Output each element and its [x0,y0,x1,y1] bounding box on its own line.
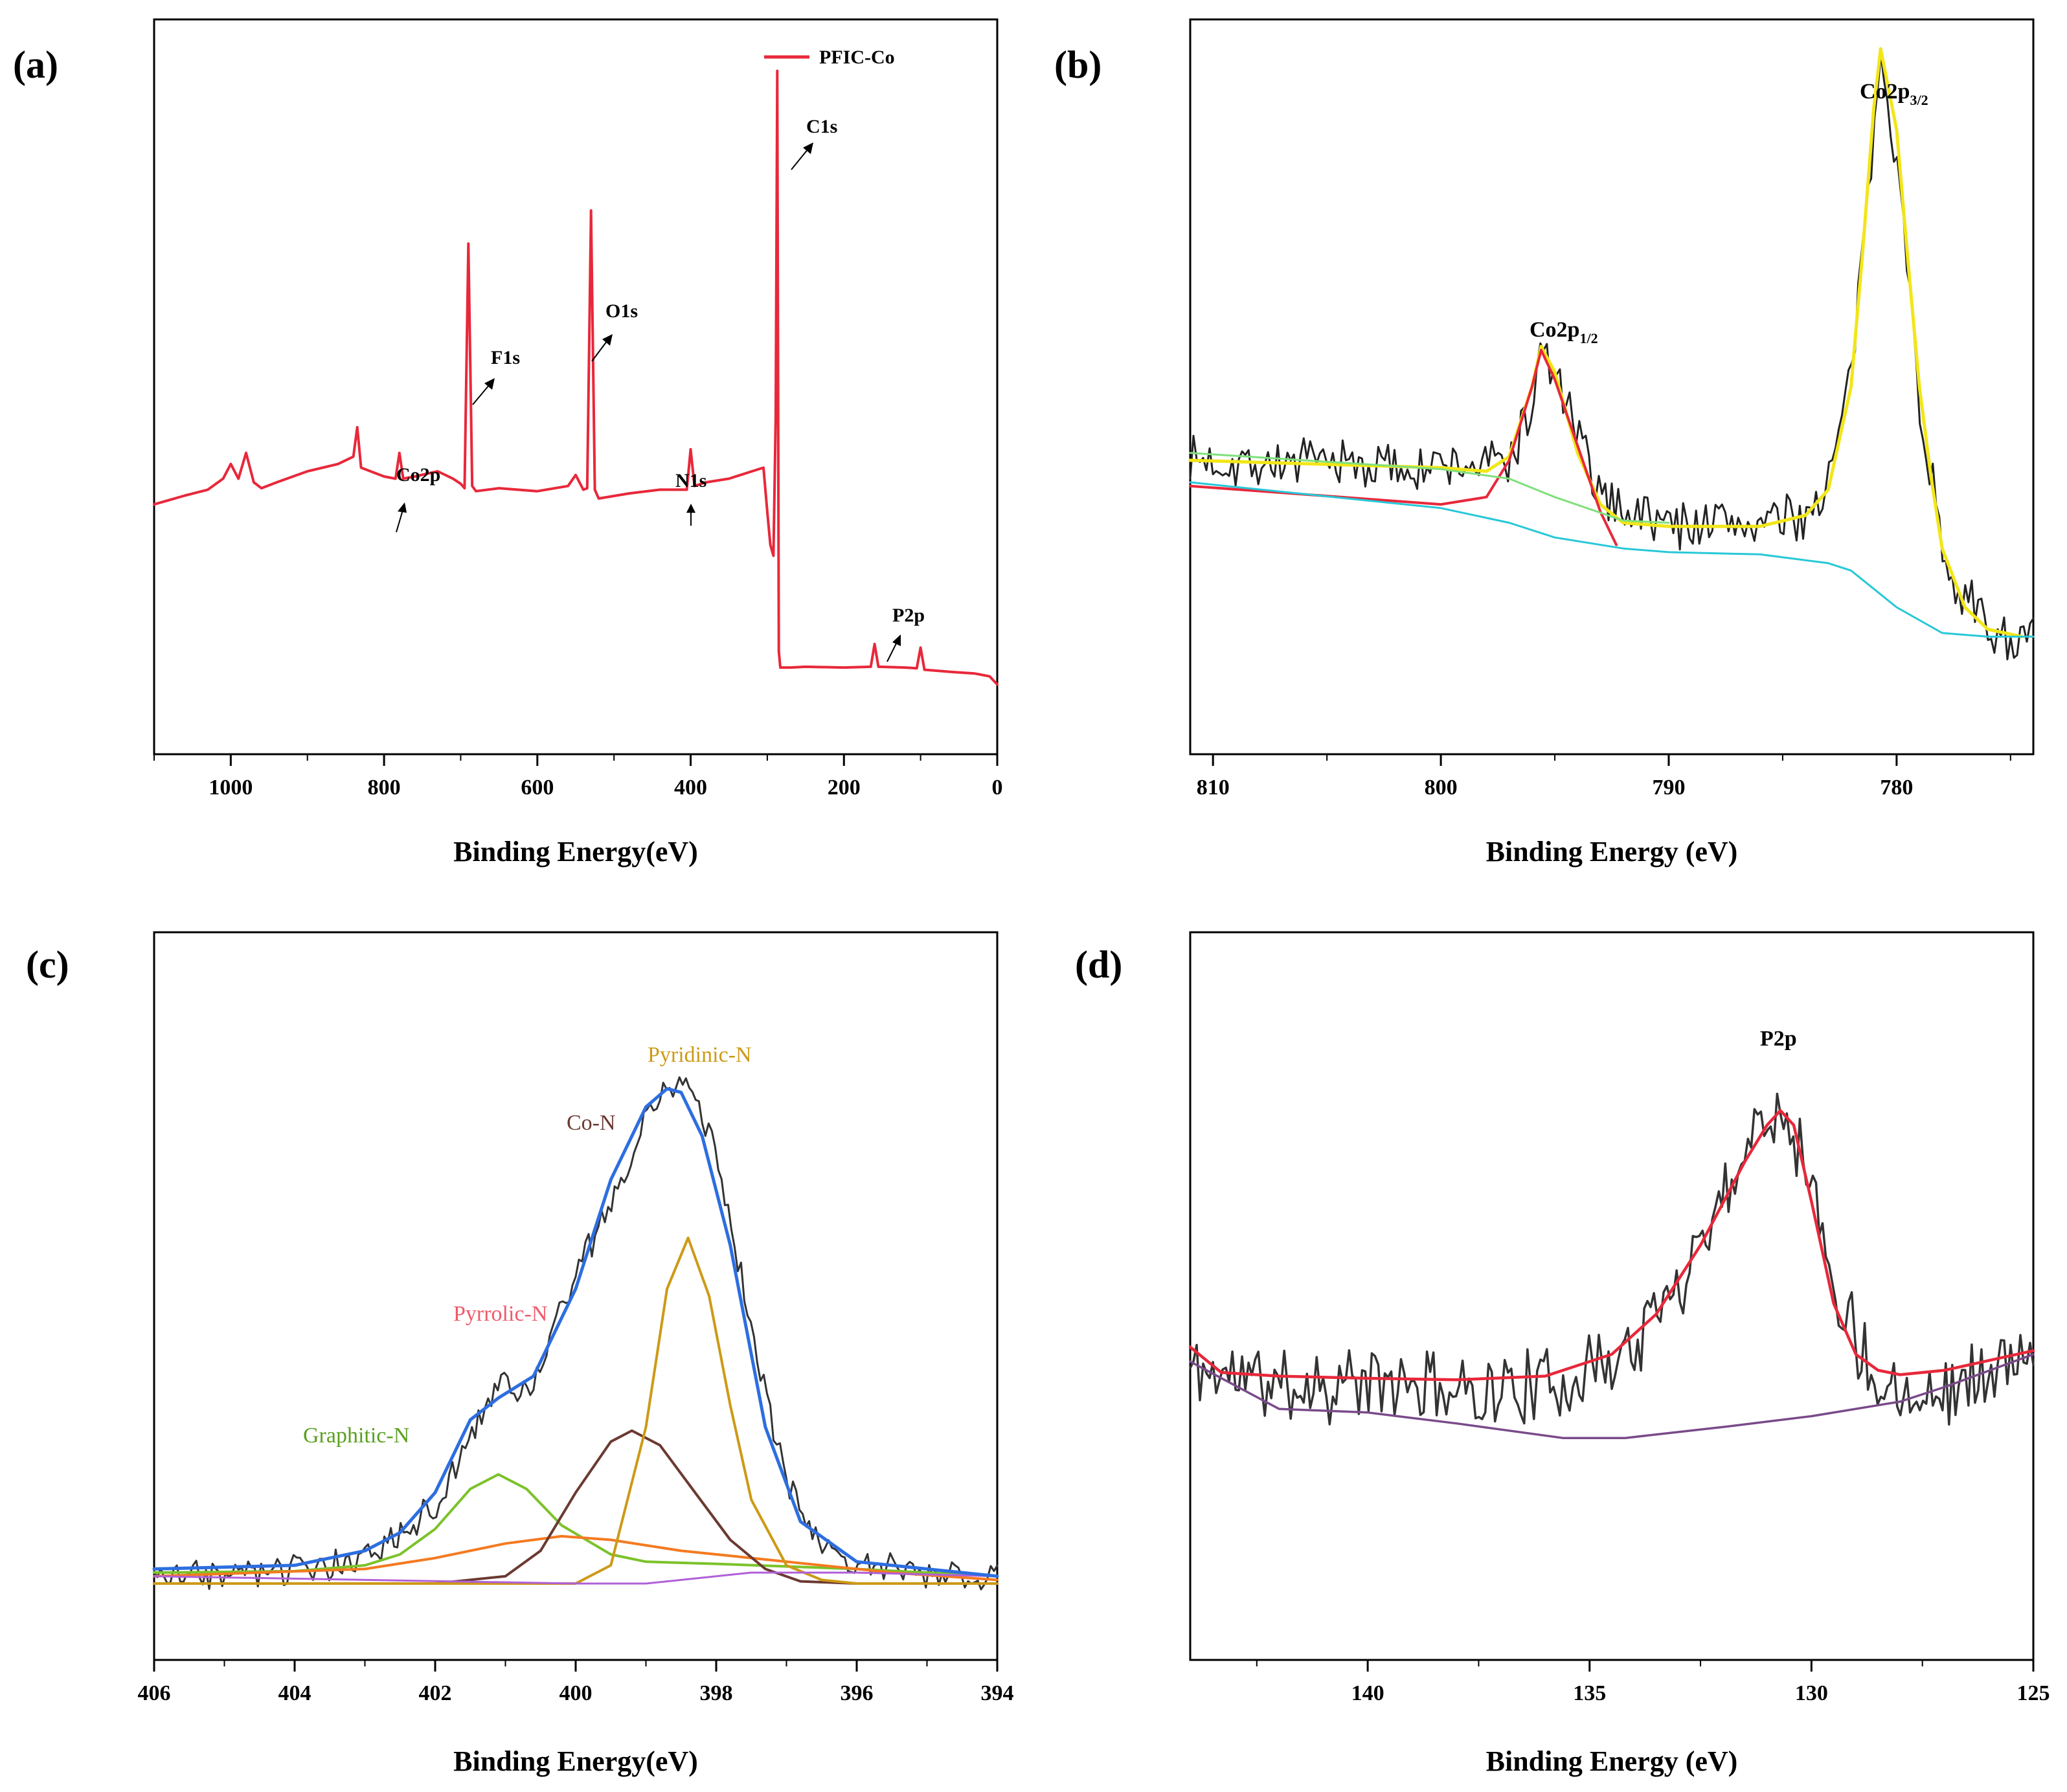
x-tick-label: 135 [1573,1681,1606,1705]
annot-co2p32-main: Co2p [1860,80,1910,104]
arrowhead-co2p [398,502,407,513]
arrow-o1s [591,340,608,362]
series-background-1 [1189,452,1670,524]
x-tick-label: 810 [1197,776,1230,800]
annot-p2p-d: P2p [1760,1027,1797,1051]
series-co-n [153,1429,999,1585]
annot-f1s: F1s [491,347,520,368]
arrowhead-f1s [484,378,495,390]
annot-co2p12-main: Co2p [1530,318,1579,342]
label-graphitic-n: Graphitic-N [303,1424,409,1448]
label-co-n: Co-N [567,1111,616,1135]
panel-c-xlabel: Binding Energy(eV) [453,1745,698,1777]
series-co2p1-2-fit [1189,348,1618,546]
x-tick-label: 140 [1351,1681,1384,1705]
panel-d-ticks: 140 135 130 125 [1256,1660,2050,1705]
annot-co2p12: Co2p1/2 [1530,318,1598,346]
x-tick-label: 200 [828,776,861,800]
panel-b-xlabel: Binding Energy (eV) [1486,836,1738,868]
panel-d: (d) 140 135 130 125 Binding Energy (eV) P2p [1075,931,2050,1777]
series-pyridinic-n [153,1237,999,1585]
series-graphitic-n [153,1473,999,1578]
label-pyrrolic-n: Pyrrolic-N [453,1302,547,1326]
panel-a-ticks: 1000 800 600 400 200 0 [153,754,1003,800]
series-pfic-co [153,69,999,686]
panel-c-curves [152,1076,999,1591]
arrow-p2p-a [887,642,898,662]
panel-a-xlabel: Binding Energy(eV) [453,836,698,868]
arrowhead-c1s [803,142,813,154]
arrowhead-p2p-a [892,634,901,646]
x-tick-label: 404 [278,1681,311,1705]
panel-b: (b) 810 800 790 780 Binding Energy (eV) Co2… [1054,18,2035,868]
x-tick-label: 402 [419,1681,452,1705]
panel-a-curves [153,69,999,686]
panel-d-label: (d) [1075,943,1122,986]
panel-a-frame [153,18,999,756]
x-tick-label: 396 [841,1681,874,1705]
panel-d-frame [1189,931,2035,1661]
x-tick-label: 400 [674,776,707,800]
panel-c-frame [153,931,999,1661]
series-raw-data [153,1076,999,1591]
label-pyridinic-n: Pyridinic-N [648,1043,752,1067]
panel-b-curves [1188,47,2035,660]
series-fit-envelope [1188,47,2024,638]
arrow-f1s [472,384,490,405]
panel-c: (c) 406 404 402 400 398 396 394 Binding Energy… [26,931,1014,1777]
panel-c-label: (c) [26,943,69,986]
series-background [1189,1353,2035,1439]
panel-b-frame [1189,18,2035,756]
series-raw-data [1189,53,2035,660]
x-tick-label: 394 [981,1681,1014,1705]
arrow-co2p [396,510,403,533]
arrow-c1s [791,148,809,170]
x-tick-label: 600 [521,776,554,800]
x-tick-label: 0 [992,776,1003,800]
x-tick-label: 790 [1652,776,1685,800]
panel-c-ticks: 406 404 402 400 398 396 394 [138,1660,1014,1705]
panel-a: (a) 1000 800 600 400 200 0 Binding Energy(eV)… [13,18,1003,868]
x-tick-label: 130 [1795,1681,1828,1705]
x-tick-label: 780 [1880,776,1913,800]
panel-b-label: (b) [1054,43,1101,86]
annot-p2p-a: P2p [892,605,925,626]
annot-co2p32: Co2p3/2 [1860,80,1928,108]
x-tick-label: 1000 [209,776,253,800]
annot-n1s: N1s [675,470,706,491]
annot-o1s: O1s [605,300,638,322]
x-tick-label: 800 [368,776,401,800]
series-background-2 [1189,481,2035,638]
panel-b-ticks: 810 800 790 780 [1197,754,2011,800]
series-fit-envelope [152,1087,999,1578]
panel-d-xlabel: Binding Energy (eV) [1486,1745,1738,1777]
annot-co2p32-sub: 3/2 [1910,92,1928,108]
annot-c1s: C1s [806,116,837,137]
annot-co2p12-sub: 1/2 [1579,330,1598,346]
legend-label-pfic-co: PFIC-Co [819,47,895,68]
x-tick-label: 800 [1425,776,1458,800]
series-pyrrolic-n [153,1534,999,1582]
series-p2p-fit [1188,1109,2035,1382]
x-tick-label: 398 [700,1681,733,1705]
panel-a-label: (a) [13,43,58,86]
arrowhead-n1s [686,504,695,513]
panel-d-curves [1188,1092,2035,1439]
arrowhead-o1s [602,334,613,346]
series-raw-data [1189,1092,2035,1426]
annot-co2p: Co2p [396,464,440,486]
x-tick-label: 125 [2017,1681,2050,1705]
x-tick-label: 400 [559,1681,593,1705]
series-background [153,1571,999,1585]
x-tick-label: 406 [138,1681,171,1705]
